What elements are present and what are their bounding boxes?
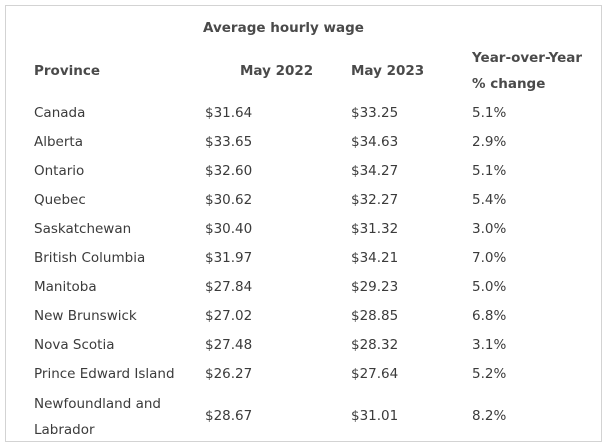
row-8-yoy: 3.1%: [472, 337, 507, 353]
row-7-may2022: $27.02: [205, 308, 253, 324]
row-6-may2023: $29.23: [351, 279, 399, 295]
row-2-may2022: $32.60: [205, 163, 253, 179]
row-10-province-line1: Newfoundland and: [34, 396, 161, 412]
row-5-may2023: $34.21: [351, 250, 399, 266]
header-province: Province: [34, 63, 101, 79]
row-2-yoy: 5.1%: [472, 163, 507, 179]
row-9-yoy: 5.2%: [472, 366, 507, 382]
row-3-yoy: 5.4%: [472, 192, 507, 208]
wage-table: [5, 5, 602, 442]
row-8-may2023: $28.32: [351, 337, 399, 353]
row-5-yoy: 7.0%: [472, 250, 507, 266]
row-4-may2022: $30.40: [205, 221, 253, 237]
row-7-may2023: $28.85: [351, 308, 399, 324]
row-7-yoy: 6.8%: [472, 308, 507, 324]
row-3-may2023: $32.27: [351, 192, 399, 208]
row-2-may2023: $34.27: [351, 163, 399, 179]
row-10-yoy: 8.2%: [472, 408, 507, 424]
row-4-yoy: 3.0%: [472, 221, 507, 237]
row-9-may2022: $26.27: [205, 366, 253, 382]
group-header-average-hourly-wage: Average hourly wage: [203, 20, 364, 36]
row-9-may2023: $27.64: [351, 366, 399, 382]
row-3-may2022: $30.62: [205, 192, 253, 208]
row-9-province: Prince Edward Island: [34, 366, 175, 382]
row-4-province: Saskatchewan: [34, 221, 132, 237]
row-1-may2023: $34.63: [351, 134, 399, 150]
row-1-yoy: 2.9%: [472, 134, 507, 150]
row-3-province: Quebec: [34, 192, 86, 208]
row-1-province: Alberta: [34, 134, 83, 150]
header-may-2023: May 2023: [351, 63, 425, 79]
row-5-may2022: $31.97: [205, 250, 253, 266]
row-0-may2022: $31.64: [205, 105, 253, 121]
row-0-province: Canada: [34, 105, 86, 121]
row-0-may2023: $33.25: [351, 105, 399, 121]
row-6-yoy: 5.0%: [472, 279, 507, 295]
header-may-2022: May 2022: [240, 63, 314, 79]
row-5-province: British Columbia: [34, 250, 146, 266]
row-6-may2022: $27.84: [205, 279, 253, 295]
row-0-yoy: 5.1%: [472, 105, 507, 121]
row-4-may2023: $31.32: [351, 221, 399, 237]
row-1-may2022: $33.65: [205, 134, 253, 150]
row-6-province: Manitoba: [34, 279, 97, 295]
header-yoy-line1: Year-over-Year: [472, 50, 583, 66]
row-10-may2022: $28.67: [205, 408, 253, 424]
row-8-may2022: $27.48: [205, 337, 253, 353]
row-10-may2023: $31.01: [351, 408, 399, 424]
row-8-province: Nova Scotia: [34, 337, 115, 353]
row-10-province-line2: Labrador: [34, 422, 95, 438]
header-yoy-line2: % change: [472, 76, 546, 92]
row-7-province: New Brunswick: [34, 308, 137, 324]
row-2-province: Ontario: [34, 163, 85, 179]
